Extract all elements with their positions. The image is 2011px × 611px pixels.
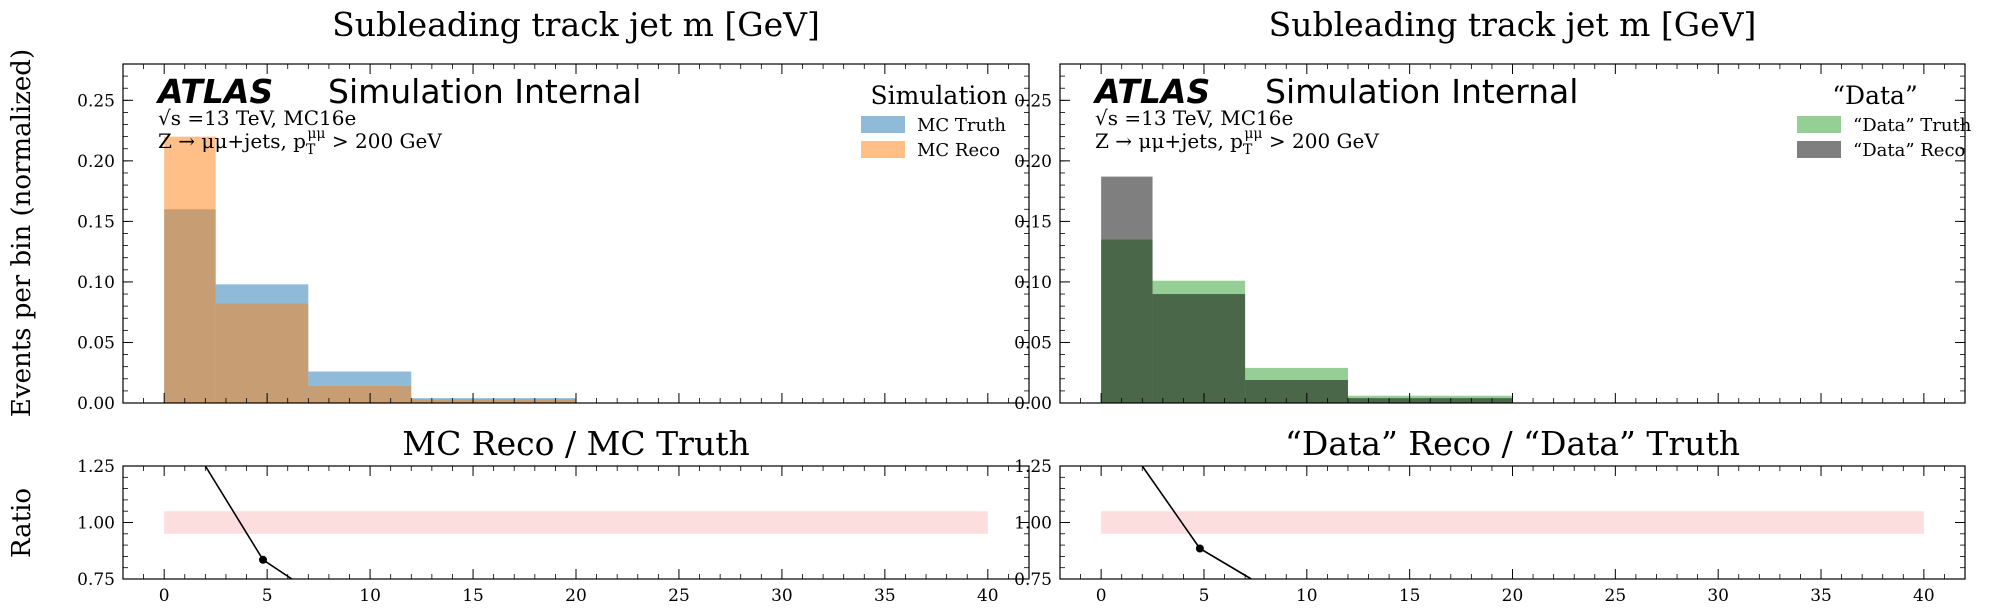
atlas-label-right: ATLAS Simulation Internal√s =13 TeV, MC16… — [1092, 72, 1578, 158]
ratio-band — [1101, 511, 1924, 534]
x-tick-label: 10 — [1296, 586, 1318, 606]
y-axis-label: Events per bin (normalized) — [7, 49, 37, 417]
legend-swatch — [1797, 141, 1841, 158]
plot-frame-ratio-left — [122, 465, 1030, 580]
ratio-right — [1101, 465, 1924, 580]
hist-bar — [215, 303, 309, 403]
atlas-tag: Simulation Internal — [1265, 72, 1578, 111]
atlas-tag: Simulation Internal — [328, 72, 641, 111]
y-tick-label: 1.00 — [1014, 514, 1052, 534]
atlas-brand: ATLAS — [155, 72, 273, 111]
x-tick-label: 30 — [1707, 586, 1729, 606]
ratio-title-right: “Data” Reco / “Data” Truth — [1285, 424, 1740, 463]
x-tick-label: 40 — [1913, 586, 1935, 606]
legend-label: “Data” Truth — [1853, 115, 1972, 136]
hist-bar — [1101, 176, 1153, 403]
ratio-point — [1195, 544, 1204, 553]
hist-bar — [308, 386, 412, 403]
y-tick-label: 0.10 — [77, 273, 115, 293]
legend-label: MC Truth — [917, 115, 1006, 136]
y-tick-label: 0.20 — [1014, 152, 1052, 172]
hist-bar — [164, 136, 216, 403]
y-tick-label: 0.15 — [1014, 212, 1052, 232]
x-tick-label: 20 — [565, 586, 587, 606]
y-tick-label: 1.00 — [77, 514, 115, 534]
histogram-left — [164, 136, 988, 404]
ratio-point — [259, 555, 268, 564]
y-tick-label: 0.25 — [77, 91, 115, 111]
y-tick-label: 0.10 — [1014, 273, 1052, 293]
legend-swatch — [861, 116, 905, 133]
x-tick-label: 25 — [668, 586, 690, 606]
series-reco — [1101, 176, 1924, 404]
x-tick-label: 5 — [1199, 586, 1210, 606]
atlas-selection: Z → μμ+jets, pTμμ > 200 GeV — [158, 126, 442, 158]
y-tick-label: 0.00 — [77, 394, 115, 414]
legend-label: “Data” Reco — [1853, 140, 1965, 161]
x-tick-label: 10 — [359, 586, 381, 606]
axes-ratio-left: 0.75 1.00 1.25 0 5 10 15 20 25 30 35 40 — [77, 457, 1030, 606]
x-tick-label: 40 — [977, 586, 999, 606]
x-tick-label: 15 — [462, 586, 484, 606]
legend-right: “Data” “Data” Truth “Data” Reco — [1797, 81, 1972, 161]
x-tick-label: 25 — [1605, 586, 1627, 606]
x-tick-label: 15 — [1399, 586, 1421, 606]
y-tick-label: 0.15 — [77, 212, 115, 232]
histogram-right — [1101, 176, 1924, 404]
x-tick-label: 30 — [771, 586, 793, 606]
series-reco — [164, 136, 988, 404]
y-tick-label: 1.25 — [77, 457, 115, 477]
atlas-selection: Z → μμ+jets, pTμμ > 200 GeV — [1095, 126, 1379, 158]
y-tick-label: 0.00 — [1014, 394, 1052, 414]
legend-label: MC Reco — [917, 140, 1000, 161]
legend-left: Simulation MC Truth MC Reco — [861, 81, 1008, 161]
x-tick-label: 5 — [262, 586, 273, 606]
plot-frame-main-right — [1059, 63, 1966, 404]
legend-title: “Data” — [1832, 81, 1917, 110]
y-tick-label: 0.75 — [77, 570, 115, 590]
y-tick-label: 1.25 — [1014, 457, 1052, 477]
atlas-energy: √s =13 TeV, MC16e — [158, 106, 356, 130]
axes-ratio-right: 0.75 1.00 1.25 0 5 10 15 20 25 30 35 40 — [1014, 457, 1966, 606]
legend-swatch — [1797, 116, 1841, 133]
x-tick-label: 35 — [874, 586, 896, 606]
chart-title-left: Subleading track jet m [GeV] — [332, 5, 820, 44]
y-tick-label: 0.05 — [77, 333, 115, 353]
x-tick-label: 35 — [1810, 586, 1832, 606]
x-tick-label: 20 — [1502, 586, 1524, 606]
atlas-label-left: ATLAS Simulation Internal√s =13 TeV, MC16… — [155, 72, 641, 158]
legend-swatch — [861, 141, 905, 158]
plot-frame-ratio-right — [1059, 465, 1966, 580]
plot-frame-main-left — [122, 63, 1030, 404]
atlas-energy: √s =13 TeV, MC16e — [1095, 106, 1293, 130]
x-tick-label: 0 — [159, 586, 170, 606]
legend-title: Simulation — [870, 81, 1007, 110]
ratio-axis-label: Ratio — [7, 488, 37, 558]
hist-bar — [1152, 294, 1246, 403]
ratio-title-left: MC Reco / MC Truth — [402, 424, 749, 463]
x-tick-label: 0 — [1096, 586, 1107, 606]
atlas-brand: ATLAS — [1092, 72, 1210, 111]
chart-title-right: Subleading track jet m [GeV] — [1269, 5, 1757, 44]
hist-bar — [1245, 379, 1348, 403]
y-tick-label: 0.75 — [1014, 570, 1052, 590]
y-tick-label: 0.20 — [77, 152, 115, 172]
y-tick-label: 0.25 — [1014, 91, 1052, 111]
y-tick-label: 0.05 — [1014, 333, 1052, 353]
ratio-left — [164, 465, 988, 580]
ratio-band — [164, 511, 988, 534]
axes-main-left: 0.00 0.05 0.10 0.15 0.20 0.25 — [77, 63, 1030, 414]
